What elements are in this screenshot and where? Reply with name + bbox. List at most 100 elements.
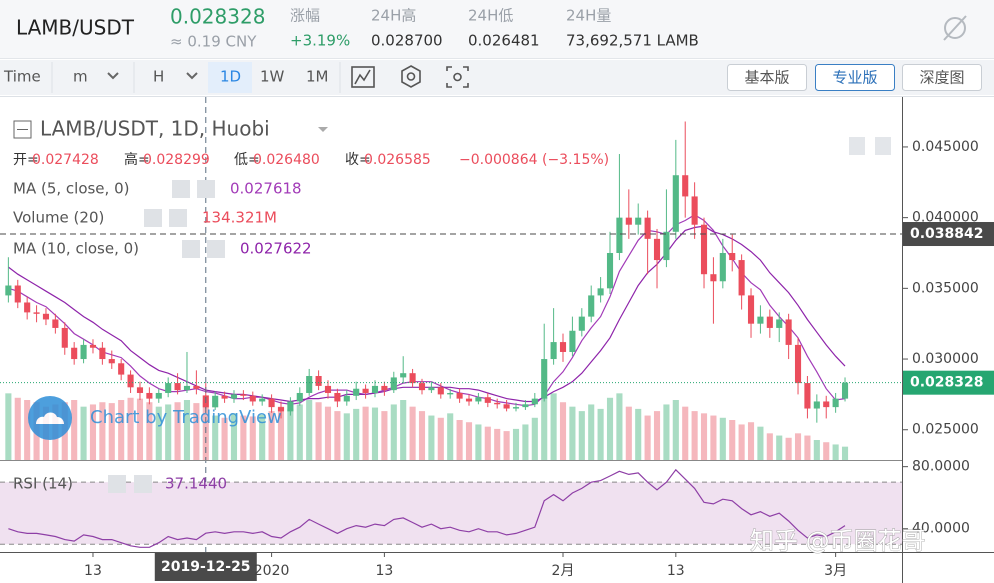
symbol: LAMB/USDT xyxy=(16,16,135,40)
candle-body xyxy=(644,217,651,239)
volume-bar xyxy=(155,406,162,460)
study-value: 134.321M xyxy=(202,209,277,227)
toolbar-item[interactable]: 1M xyxy=(306,68,329,86)
volume-bar xyxy=(334,411,341,460)
candle-body xyxy=(447,392,454,395)
version-button[interactable] xyxy=(727,64,807,91)
x-tick-label: 2020 xyxy=(254,563,290,579)
x-tick-label: 13 xyxy=(84,563,102,579)
candle-body xyxy=(766,316,773,328)
candle-body xyxy=(99,347,106,360)
volume-bar xyxy=(80,406,87,460)
y-tick-label: 0.025000 xyxy=(912,422,979,438)
candle-body xyxy=(24,302,31,313)
toolbar-item[interactable]: m xyxy=(73,68,88,86)
volume-bar xyxy=(71,400,78,460)
toolbar-item[interactable]: 1W xyxy=(260,68,285,86)
candle-body xyxy=(832,398,839,408)
candle-body xyxy=(118,363,125,375)
volume-bar xyxy=(447,413,454,460)
volume-bar xyxy=(118,400,125,460)
volume-bar xyxy=(353,408,360,460)
candle-body xyxy=(522,404,529,408)
volume-bar xyxy=(409,406,416,460)
candle-body xyxy=(541,359,548,399)
volume-bar xyxy=(823,442,830,460)
volume-bar xyxy=(127,397,134,460)
version-button[interactable] xyxy=(902,64,982,91)
candle-body xyxy=(371,385,379,393)
toolbar-item[interactable]: H xyxy=(153,68,164,86)
volume-bar xyxy=(625,406,632,460)
stat-label: 涨幅 xyxy=(290,7,320,25)
last-price-tag xyxy=(903,370,994,395)
volume-bar xyxy=(306,400,313,460)
settings-icon[interactable] xyxy=(943,15,967,41)
candle-body xyxy=(682,175,689,197)
candle-body xyxy=(296,392,303,402)
chevron xyxy=(318,127,328,132)
candle-body xyxy=(475,397,482,402)
candle-body xyxy=(428,387,435,391)
candle-body xyxy=(240,394,247,396)
volume-bar xyxy=(569,406,576,460)
study-name: MA (10, close, 0) xyxy=(13,240,139,258)
volume-bar xyxy=(230,413,238,460)
volume-bar xyxy=(663,404,670,460)
version-button[interactable] xyxy=(815,64,895,91)
volume-bar xyxy=(390,404,397,460)
study-close xyxy=(197,180,215,198)
ohlc-label: 低= xyxy=(234,152,260,168)
volume-bar xyxy=(729,420,736,460)
volume-bar xyxy=(174,402,181,460)
chevron xyxy=(186,72,198,80)
ohlc-value: 0.026585 xyxy=(364,152,431,168)
volume-bar xyxy=(371,407,379,460)
candle-body xyxy=(841,382,849,399)
volume-bar xyxy=(559,402,567,460)
volume-bar xyxy=(776,435,783,460)
candle-body xyxy=(249,395,256,402)
chart-type-icon[interactable] xyxy=(351,66,375,88)
candle-body xyxy=(343,395,350,402)
y-tick-label: 0.040000 xyxy=(912,210,979,226)
candle-body xyxy=(597,288,604,296)
candle-body xyxy=(747,295,755,324)
candle-body xyxy=(334,392,341,402)
candle-body xyxy=(663,231,670,261)
candle-body xyxy=(465,398,473,402)
volume-bar xyxy=(240,415,247,460)
volume-bar xyxy=(268,411,275,460)
volume-bar xyxy=(541,397,548,460)
candle-body xyxy=(794,344,802,384)
x-tick-label: 2月 xyxy=(552,563,575,579)
stat-label: 24H低 xyxy=(468,7,513,25)
study-name: MA (5, close, 0) xyxy=(13,180,129,198)
volume-bar xyxy=(5,393,12,460)
candle-body xyxy=(324,385,332,393)
candle-body xyxy=(136,387,144,393)
indicator-icon[interactable] xyxy=(401,65,421,88)
screenshot-icon[interactable] xyxy=(446,66,469,88)
volume-bar xyxy=(108,403,115,460)
y-tick-label: 0.045000 xyxy=(912,139,979,155)
toolbar-item[interactable]: Time xyxy=(3,68,41,86)
stat-value: +3.19% xyxy=(290,32,350,50)
y-tick-label: 80.0000 xyxy=(912,459,970,475)
candle-body xyxy=(33,312,40,314)
version-label: 专业版 xyxy=(832,69,877,87)
volume-bar xyxy=(672,400,679,460)
candle-body xyxy=(306,376,313,393)
study-gear xyxy=(144,209,162,227)
candle-body xyxy=(5,285,12,296)
volume-bar xyxy=(99,402,106,460)
candle-body xyxy=(362,388,369,393)
volume-bar xyxy=(212,415,219,460)
volume-bar xyxy=(606,397,614,460)
chart-title: LAMB/USDT, 1D, Huobi xyxy=(40,117,270,141)
candle-body xyxy=(221,395,228,399)
version-label: 基本版 xyxy=(744,69,789,87)
toolbar-item[interactable]: 1D xyxy=(220,68,241,86)
stat-label: 24H高 xyxy=(371,7,416,25)
